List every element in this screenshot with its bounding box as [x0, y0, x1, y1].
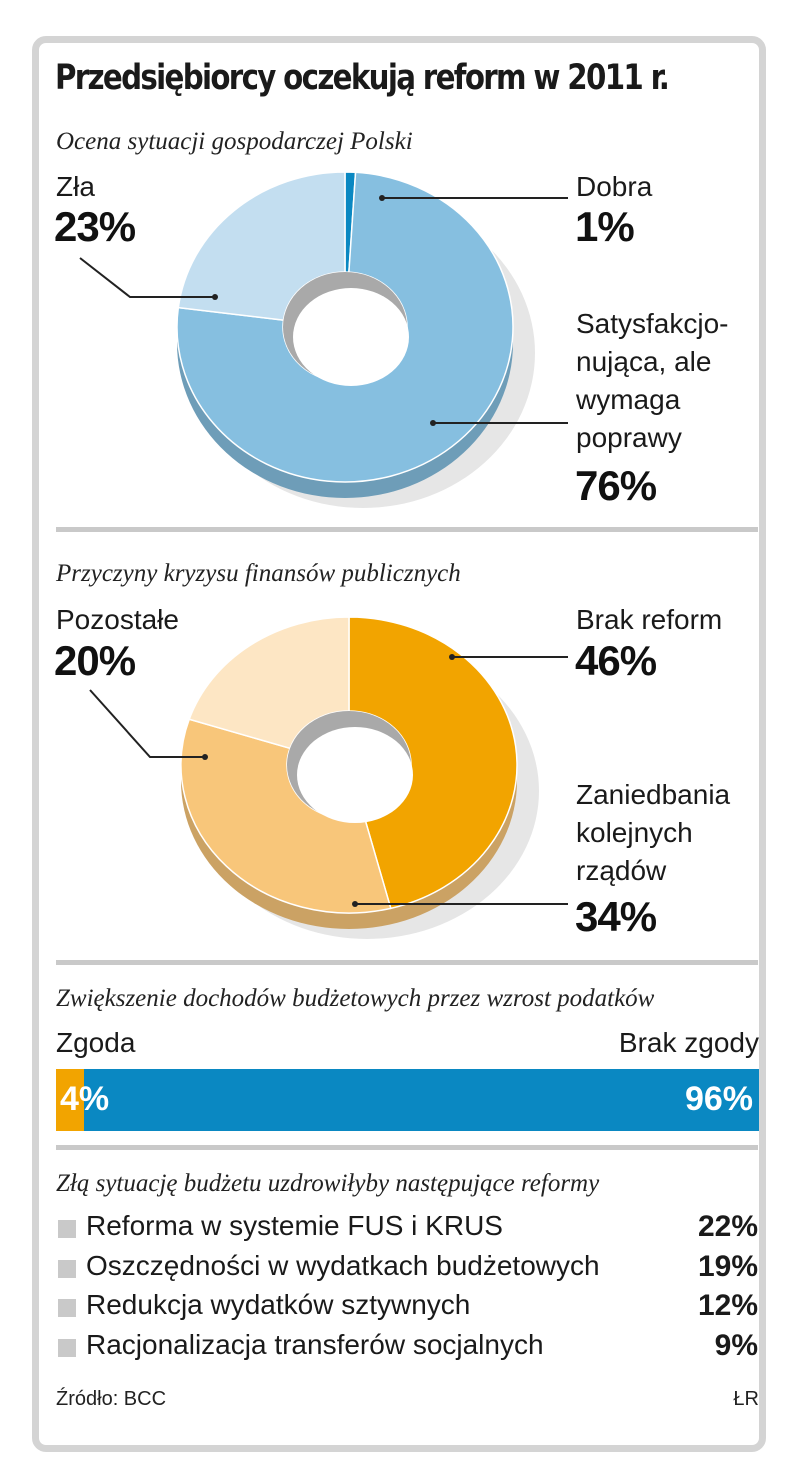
label-brak: Brak reform: [576, 604, 723, 635]
donut-chart-economy: [176, 171, 535, 508]
source-note: Źródło: BCC: [56, 1388, 167, 1410]
reform-value: 19%: [697, 1249, 758, 1283]
leader-dot-zla: [212, 294, 218, 300]
label-zaniedbania-line1: Zaniedbania: [576, 779, 731, 810]
label-zaniedbania-line2: kolejnych: [576, 817, 693, 848]
label-zla: Zła: [56, 171, 95, 202]
leader-dot-zaniedbania: [352, 901, 358, 907]
stacked-bar: 4% 96%: [56, 1069, 759, 1131]
label-satysf-line3: wymaga: [576, 384, 681, 415]
reform-label: Racjonalizacja transferów socjalnych: [86, 1328, 544, 1360]
bar-value-zgoda: 4%: [60, 1080, 110, 1118]
bullet-square-icon: [58, 1299, 76, 1317]
section-divider: [56, 527, 758, 532]
label-satysf-line2: nująca, ale: [576, 346, 712, 377]
section-divider: [56, 960, 758, 965]
leader-lines: [79, 195, 568, 907]
bullet-square-icon: [58, 1220, 76, 1238]
reform-label: Redukcja wydatków sztywnych: [86, 1289, 471, 1320]
chart3-title: Zwiększenie dochodów budżetowych przez w…: [56, 985, 655, 1012]
list-item: Oszczędności w wydatkach budżetowych 19%: [58, 1250, 758, 1290]
bar-segment-zgoda: [56, 1069, 85, 1131]
label-satysf-line4: poprawy: [576, 422, 682, 453]
donut-hole: [297, 727, 413, 823]
chart2-title: Przyczyny kryzysu finansów publicznych: [56, 560, 461, 587]
author-initials: ŁR: [733, 1388, 759, 1410]
leader-dot-pozostale: [202, 754, 208, 760]
pct-zla: 23%: [54, 203, 136, 250]
reform-list: Reforma w systemie FUS i KRUS 22% Oszczę…: [58, 1210, 758, 1368]
bar-value-brak-zgody: 96%: [684, 1080, 753, 1118]
leader-line-pozostale: [89, 689, 205, 758]
pct-zaniedbania: 34%: [575, 893, 657, 940]
bar-label-brak-zgody: Brak zgody: [618, 1027, 759, 1058]
list-item: Redukcja wydatków sztywnych 12%: [58, 1289, 758, 1329]
section-divider: [56, 1145, 758, 1150]
bullet-square-icon: [58, 1338, 76, 1357]
reform-label: Oszczędności w wydatkach budżetowych: [86, 1249, 600, 1281]
leader-dot-satysf: [430, 420, 436, 426]
pct-brak: 46%: [575, 637, 657, 684]
bar-segment-brak-zgody: [84, 1069, 759, 1131]
pct-satysf: 76%: [575, 462, 657, 509]
leader-dot-brak: [449, 654, 455, 660]
label-zaniedbania-line3: rządów: [576, 855, 667, 886]
label-satysf-line1: Satysfakcjo-: [576, 308, 729, 339]
leader-dot-dobra: [379, 195, 385, 201]
label-pozostale: Pozostałe: [56, 604, 179, 635]
donut-hole: [293, 288, 409, 386]
reform-label: Reforma w systemie FUS i KRUS: [86, 1210, 503, 1241]
bullet-square-icon: [58, 1259, 76, 1278]
reform-value: 12%: [697, 1289, 758, 1322]
list-item: Racjonalizacja transferów socjalnych 9%: [58, 1329, 758, 1369]
chart4-title: Złą sytuację budżetu uzdrowiłyby następu…: [56, 1170, 600, 1197]
chart1-title: Ocena sytuacji gospodarczej Polski: [56, 128, 413, 155]
bar-label-zgoda: Zgoda: [56, 1027, 136, 1058]
pct-pozostale: 20%: [54, 637, 136, 684]
infographic-title: Przedsiębiorcy oczekują reform w 2011 r.: [55, 58, 670, 98]
pct-dobra: 1%: [575, 203, 635, 250]
donut-chart-crisis: [180, 616, 539, 939]
reform-value: 22%: [697, 1210, 758, 1243]
leader-line-zla: [79, 257, 215, 298]
reform-value: 9%: [714, 1328, 758, 1362]
list-item: Reforma w systemie FUS i KRUS 22%: [58, 1210, 758, 1250]
label-dobra: Dobra: [576, 171, 653, 202]
